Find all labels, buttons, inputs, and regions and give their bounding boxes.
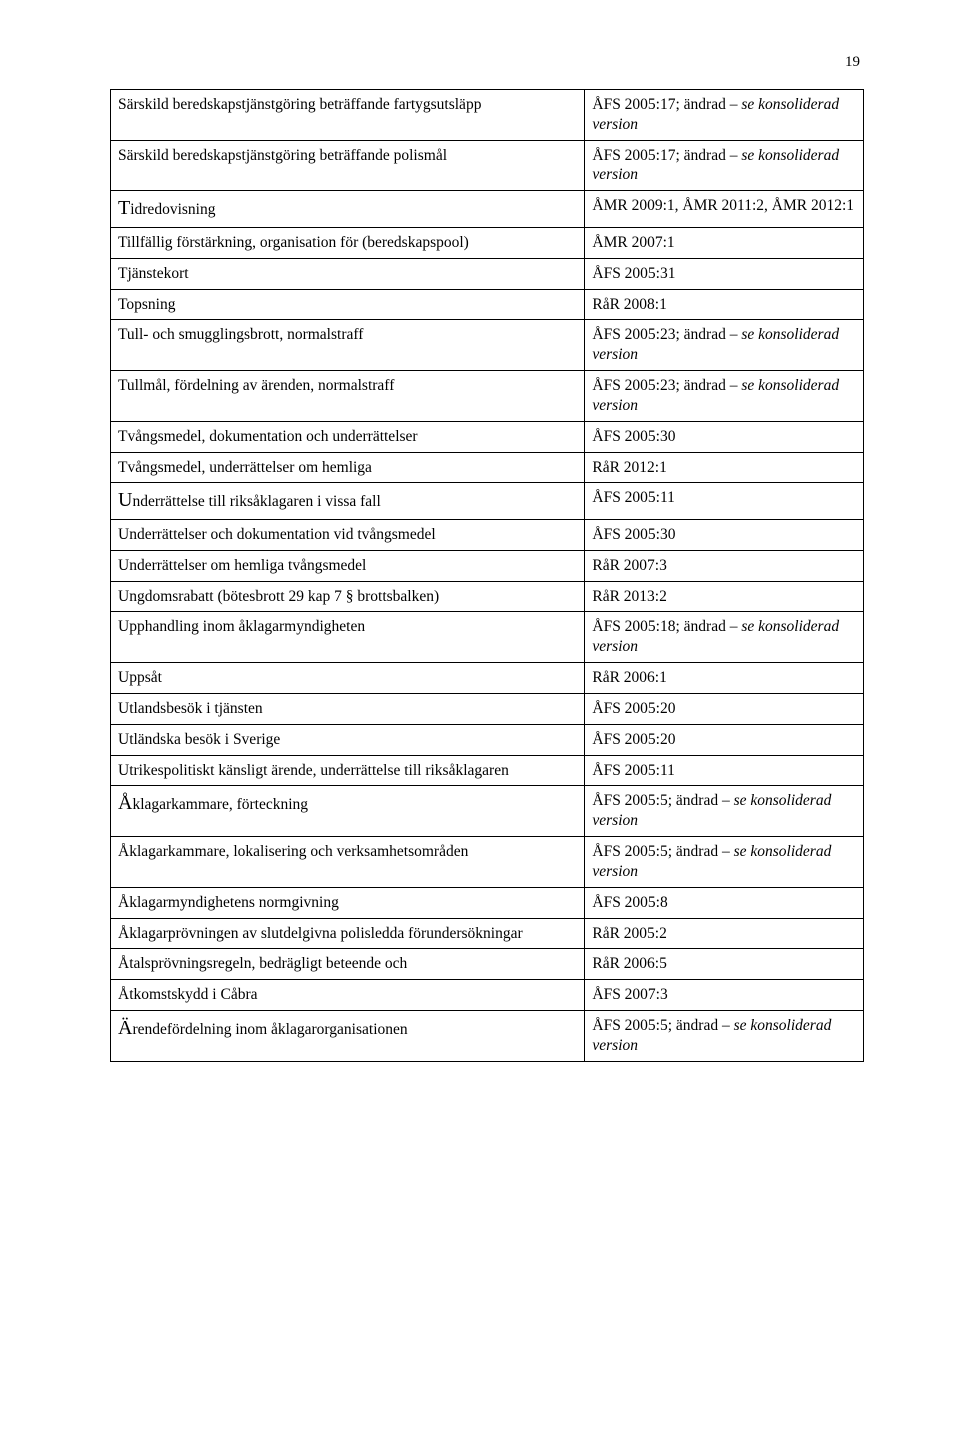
reference-cell: RåR 2007:3	[585, 550, 864, 581]
reference-cell: ÅFS 2005:23; ändrad – se konsoliderad ve…	[585, 320, 864, 371]
reference-cell: ÅFS 2005:5; ändrad – se konsoliderad ver…	[585, 1011, 864, 1062]
reference-cell: ÅFS 2005:5; ändrad – se konsoliderad ver…	[585, 786, 864, 837]
table-row: Tvångsmedel, underrättelser om hemligaRå…	[111, 452, 864, 483]
term-cell: Utrikespolitiskt känsligt ärende, underr…	[111, 755, 585, 786]
table-row: Tillfällig förstärkning, organisation fö…	[111, 227, 864, 258]
table-row: Särskild beredskapstjänstgöring beträffa…	[111, 90, 864, 141]
table-row: Åklagarkammare, förteckningÅFS 2005:5; ä…	[111, 786, 864, 837]
term-cell: Särskild beredskapstjänstgöring beträffa…	[111, 140, 585, 191]
term-cell: Tillfällig förstärkning, organisation fö…	[111, 227, 585, 258]
reference-cell: ÅFS 2005:5; ändrad – se konsoliderad ver…	[585, 837, 864, 888]
reference-cell: ÅFS 2005:31	[585, 258, 864, 289]
reference-cell: ÅFS 2005:11	[585, 755, 864, 786]
term-cell: Topsning	[111, 289, 585, 320]
reference-cell: ÅFS 2005:17; ändrad – se konsoliderad ve…	[585, 90, 864, 141]
reference-cell: ÅFS 2005:17; ändrad – se konsoliderad ve…	[585, 140, 864, 191]
reference-cell: ÅFS 2005:30	[585, 421, 864, 452]
reference-cell: RåR 2008:1	[585, 289, 864, 320]
page-number: 19	[110, 54, 864, 71]
reference-cell: ÅMR 2007:1	[585, 227, 864, 258]
table-row: TidredovisningÅMR 2009:1, ÅMR 2011:2, ÅM…	[111, 191, 864, 228]
reference-cell: RåR 2013:2	[585, 581, 864, 612]
table-row: Ärendefördelning inom åklagarorganisatio…	[111, 1011, 864, 1062]
table-row: TjänstekortÅFS 2005:31	[111, 258, 864, 289]
term-cell: Åtkomstskydd i Cåbra	[111, 980, 585, 1011]
table-row: UppsåtRåR 2006:1	[111, 663, 864, 694]
table-row: TopsningRåR 2008:1	[111, 289, 864, 320]
reference-cell: ÅMR 2009:1, ÅMR 2011:2, ÅMR 2012:1	[585, 191, 864, 228]
reference-cell: ÅFS 2005:20	[585, 693, 864, 724]
term-cell: Ärendefördelning inom åklagarorganisatio…	[111, 1011, 585, 1062]
table-row: Tvångsmedel, dokumentation och underrätt…	[111, 421, 864, 452]
term-cell: Underrättelser och dokumentation vid två…	[111, 519, 585, 550]
term-cell: Underrättelse till riksåklagaren i vissa…	[111, 483, 585, 520]
reference-cell: ÅFS 2005:18; ändrad – se konsoliderad ve…	[585, 612, 864, 663]
term-cell: Åklagarmyndighetens normgivning	[111, 887, 585, 918]
table-row: Åklagarkammare, lokalisering och verksam…	[111, 837, 864, 888]
table-row: Underrättelser och dokumentation vid två…	[111, 519, 864, 550]
term-cell: Ungdomsrabatt (bötesbrott 29 kap 7 § bro…	[111, 581, 585, 612]
table-row: Utländska besök i SverigeÅFS 2005:20	[111, 724, 864, 755]
table-row: Utrikespolitiskt känsligt ärende, underr…	[111, 755, 864, 786]
term-cell: Utländska besök i Sverige	[111, 724, 585, 755]
term-cell: Tidredovisning	[111, 191, 585, 228]
reference-cell: RåR 2005:2	[585, 918, 864, 949]
term-cell: Upphandling inom åklagarmyndigheten	[111, 612, 585, 663]
table-row: Åtkomstskydd i CåbraÅFS 2007:3	[111, 980, 864, 1011]
reference-cell: RåR 2006:5	[585, 949, 864, 980]
table-row: Underrättelse till riksåklagaren i vissa…	[111, 483, 864, 520]
term-cell: Utlandsbesök i tjänsten	[111, 693, 585, 724]
term-cell: Tullmål, fördelning av ärenden, normalst…	[111, 371, 585, 422]
term-cell: Särskild beredskapstjänstgöring beträffa…	[111, 90, 585, 141]
table-row: Upphandling inom åklagarmyndighetenÅFS 2…	[111, 612, 864, 663]
table-row: Tullmål, fördelning av ärenden, normalst…	[111, 371, 864, 422]
reference-cell: ÅFS 2005:8	[585, 887, 864, 918]
term-cell: Tull- och smugglingsbrott, normalstraff	[111, 320, 585, 371]
table-row: Åtalsprövningsregeln, bedrägligt beteend…	[111, 949, 864, 980]
table-row: Åklagarprövningen av slutdelgivna polisl…	[111, 918, 864, 949]
term-cell: Tvångsmedel, underrättelser om hemliga	[111, 452, 585, 483]
reference-cell: ÅFS 2007:3	[585, 980, 864, 1011]
reference-cell: RåR 2006:1	[585, 663, 864, 694]
table-row: Åklagarmyndighetens normgivningÅFS 2005:…	[111, 887, 864, 918]
reference-cell: ÅFS 2005:11	[585, 483, 864, 520]
term-cell: Åklagarkammare, förteckning	[111, 786, 585, 837]
term-cell: Tjänstekort	[111, 258, 585, 289]
table-row: Underrättelser om hemliga tvångsmedelRåR…	[111, 550, 864, 581]
term-cell: Underrättelser om hemliga tvångsmedel	[111, 550, 585, 581]
reference-cell: RåR 2012:1	[585, 452, 864, 483]
index-table: Särskild beredskapstjänstgöring beträffa…	[110, 89, 864, 1062]
table-row: Särskild beredskapstjänstgöring beträffa…	[111, 140, 864, 191]
term-cell: Åklagarkammare, lokalisering och verksam…	[111, 837, 585, 888]
reference-cell: ÅFS 2005:20	[585, 724, 864, 755]
reference-cell: ÅFS 2005:30	[585, 519, 864, 550]
table-row: Utlandsbesök i tjänstenÅFS 2005:20	[111, 693, 864, 724]
term-cell: Uppsåt	[111, 663, 585, 694]
term-cell: Åtalsprövningsregeln, bedrägligt beteend…	[111, 949, 585, 980]
term-cell: Tvångsmedel, dokumentation och underrätt…	[111, 421, 585, 452]
table-row: Ungdomsrabatt (bötesbrott 29 kap 7 § bro…	[111, 581, 864, 612]
reference-cell: ÅFS 2005:23; ändrad – se konsoliderad ve…	[585, 371, 864, 422]
term-cell: Åklagarprövningen av slutdelgivna polisl…	[111, 918, 585, 949]
table-row: Tull- och smugglingsbrott, normalstraffÅ…	[111, 320, 864, 371]
